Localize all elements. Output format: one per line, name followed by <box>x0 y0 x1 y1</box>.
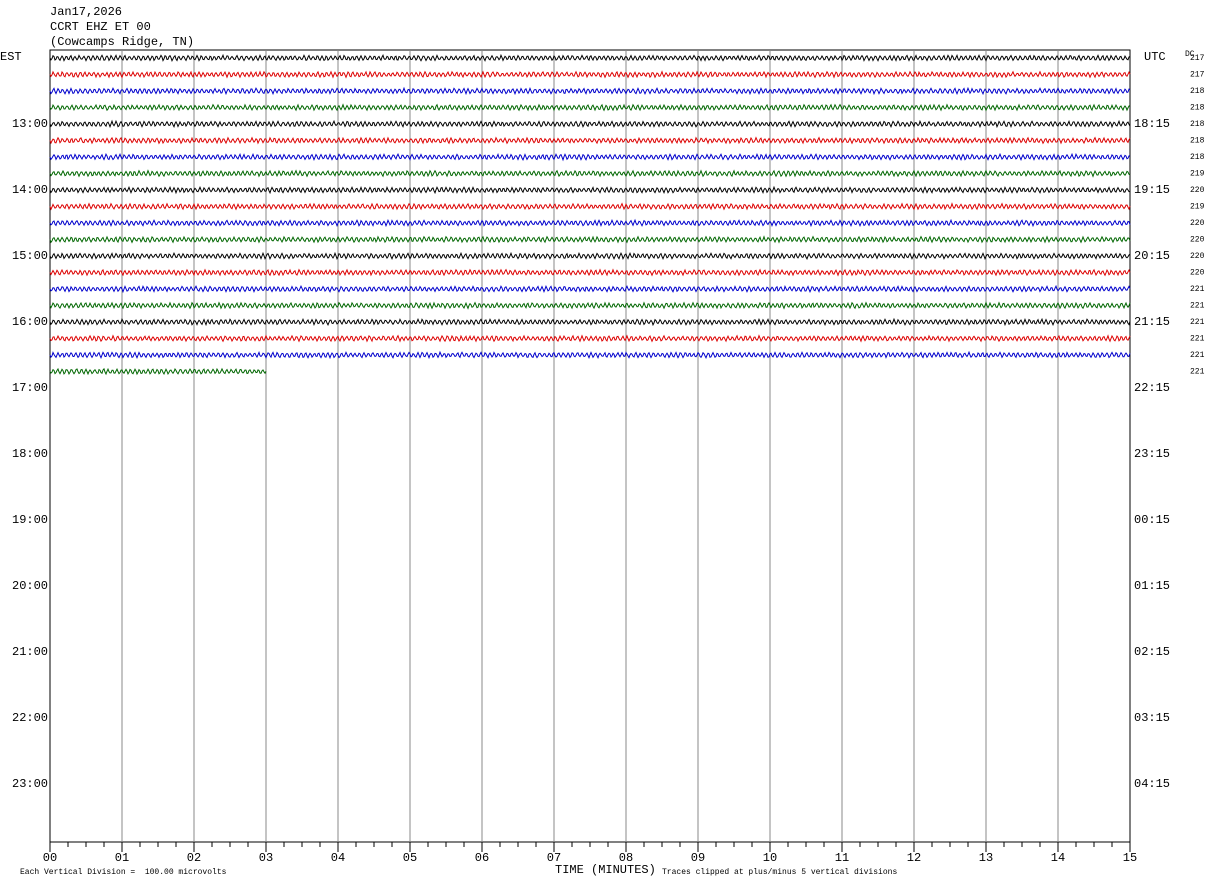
dc-value: 217 <box>1190 71 1205 80</box>
utc-hour-label: 02:15 <box>1134 645 1170 659</box>
est-hour-label: 23:00 <box>12 777 48 791</box>
trace <box>49 103 1131 112</box>
dc-value: 221 <box>1190 335 1205 344</box>
dc-value: 218 <box>1190 137 1205 146</box>
station: CCRT EHZ ET 00 <box>50 20 151 34</box>
dc-value: 218 <box>1190 87 1205 96</box>
dc-value: 220 <box>1190 269 1205 278</box>
est-hour-label: 21:00 <box>12 645 48 659</box>
trace <box>49 185 1130 195</box>
dc-value: 219 <box>1190 203 1205 212</box>
dc-value: 221 <box>1190 302 1205 311</box>
trace <box>49 202 1131 211</box>
est-hour-label: 16:00 <box>12 315 48 329</box>
dc-value: 218 <box>1190 104 1205 113</box>
date: Jan17,2026 <box>50 5 122 19</box>
x-tick-label: 03 <box>259 851 273 865</box>
trace <box>49 119 1131 129</box>
trace <box>49 152 1131 162</box>
utc-hour-label: 22:15 <box>1134 381 1170 395</box>
trace <box>49 334 1131 343</box>
trace <box>49 136 1131 145</box>
est-hour-label: 20:00 <box>12 579 48 593</box>
scale-note: Each Vertical Division = 100.00 microvol… <box>20 868 227 877</box>
utc-hour-label: 00:15 <box>1134 513 1170 527</box>
trace <box>49 251 1131 261</box>
dc-value: 221 <box>1190 318 1205 327</box>
right-axis-title: UTC <box>1144 50 1166 64</box>
x-tick-label: 00 <box>43 851 57 865</box>
dc-value: 218 <box>1190 120 1205 129</box>
utc-hour-label: 04:15 <box>1134 777 1170 791</box>
utc-hour-label: 21:15 <box>1134 315 1170 329</box>
dc-value: 221 <box>1190 351 1205 360</box>
dc-value: 220 <box>1190 186 1205 195</box>
est-hour-label: 17:00 <box>12 381 48 395</box>
x-tick-label: 02 <box>187 851 201 865</box>
utc-hour-label: 19:15 <box>1134 183 1170 197</box>
trace <box>49 218 1131 228</box>
est-hour-label: 15:00 <box>12 249 48 263</box>
x-tick-label: 10 <box>763 851 777 865</box>
dc-value: 218 <box>1190 153 1205 162</box>
left-axis-title: EST <box>0 50 22 64</box>
est-hour-label: 19:00 <box>12 513 48 527</box>
x-tick-label: 01 <box>115 851 129 865</box>
dc-value: 219 <box>1190 170 1205 179</box>
est-hour-label: 22:00 <box>12 711 48 725</box>
dc-value: 220 <box>1190 236 1205 245</box>
dc-value: 221 <box>1190 368 1205 377</box>
dc-title: DC <box>1185 50 1195 59</box>
trace <box>49 86 1131 96</box>
est-hour-label: 13:00 <box>12 117 48 131</box>
utc-hour-label: 23:15 <box>1134 447 1170 461</box>
x-tick-label: 11 <box>835 851 849 865</box>
trace <box>49 350 1131 360</box>
dc-value: 217 <box>1190 54 1205 63</box>
x-axis-title: TIME (MINUTES) <box>555 863 656 877</box>
trace <box>49 301 1131 310</box>
trace <box>49 53 1131 62</box>
x-tick-label: 14 <box>1051 851 1065 865</box>
clip-note: Traces clipped at plus/minus 5 vertical … <box>662 868 897 877</box>
dc-value: 220 <box>1190 219 1205 228</box>
trace <box>49 169 1131 178</box>
trace <box>49 284 1131 294</box>
dc-value: 221 <box>1190 285 1205 294</box>
dc-value: 220 <box>1190 252 1205 261</box>
x-tick-label: 09 <box>691 851 705 865</box>
location: (Cowcamps Ridge, TN) <box>50 35 194 49</box>
trace <box>49 70 1131 79</box>
x-tick-label: 05 <box>403 851 417 865</box>
trace <box>49 317 1131 327</box>
x-tick-label: 15 <box>1123 851 1137 865</box>
x-tick-label: 04 <box>331 851 345 865</box>
x-tick-label: 12 <box>907 851 921 865</box>
utc-hour-label: 03:15 <box>1134 711 1170 725</box>
trace <box>49 367 267 376</box>
plot-frame <box>49 49 1131 843</box>
est-hour-label: 14:00 <box>12 183 48 197</box>
est-hour-label: 18:00 <box>12 447 48 461</box>
utc-hour-label: 01:15 <box>1134 579 1170 593</box>
x-tick-label: 08 <box>619 851 633 865</box>
x-tick-label: 07 <box>547 851 561 865</box>
x-tick-label: 06 <box>475 851 489 865</box>
x-tick-label: 13 <box>979 851 993 865</box>
utc-hour-label: 20:15 <box>1134 249 1170 263</box>
trace <box>49 235 1131 244</box>
trace <box>49 268 1131 277</box>
utc-hour-label: 18:15 <box>1134 117 1170 131</box>
